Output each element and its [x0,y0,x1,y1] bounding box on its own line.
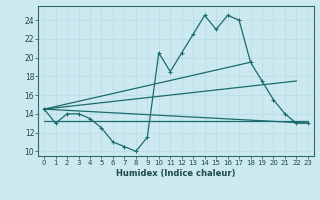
X-axis label: Humidex (Indice chaleur): Humidex (Indice chaleur) [116,169,236,178]
